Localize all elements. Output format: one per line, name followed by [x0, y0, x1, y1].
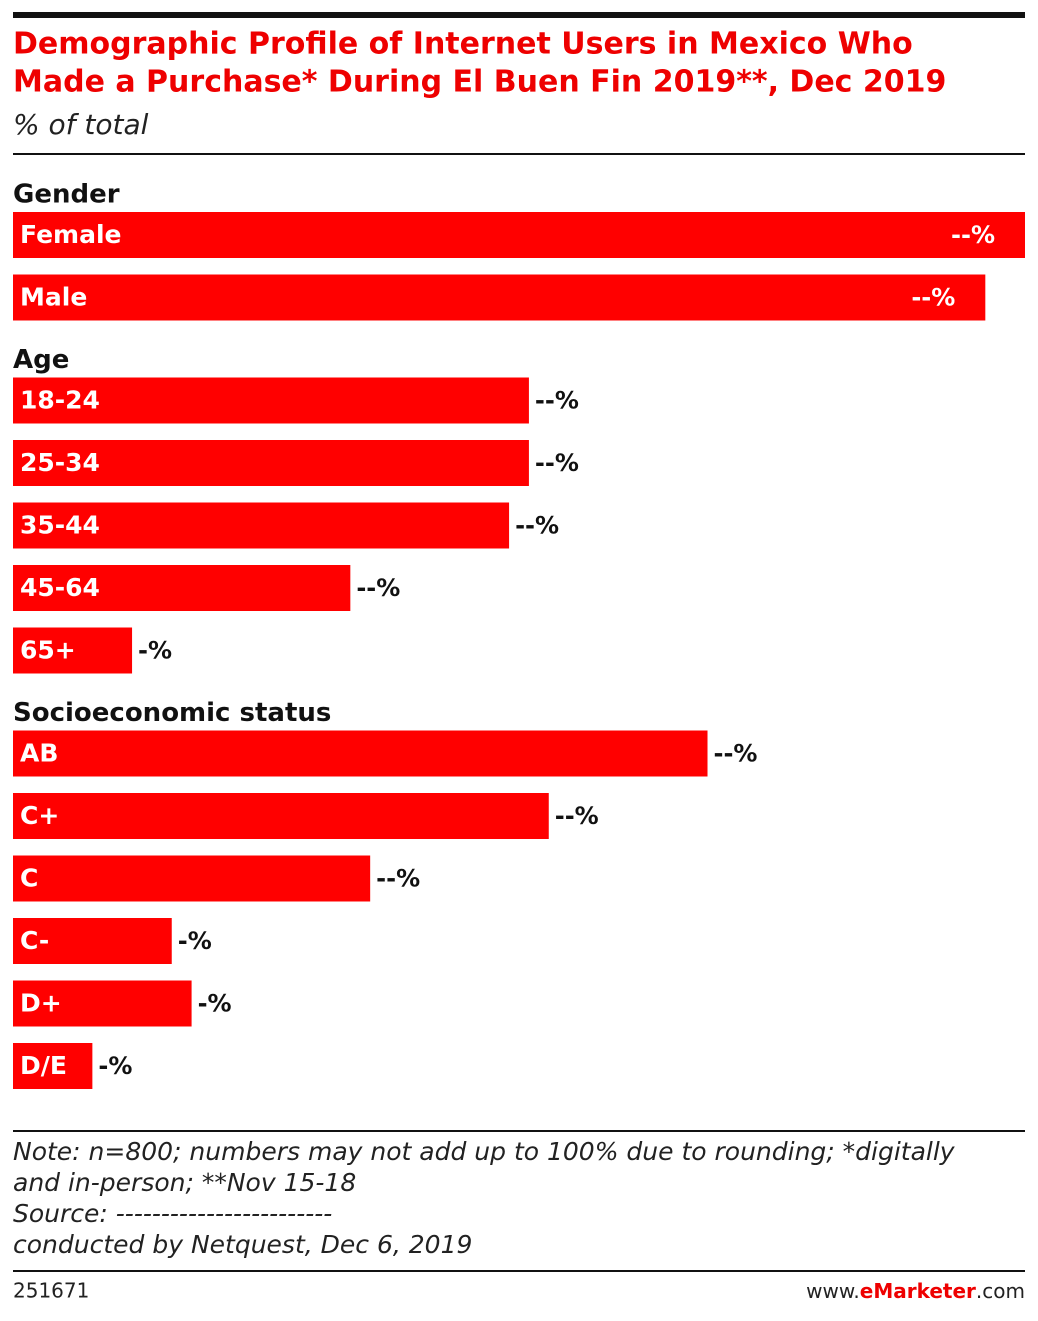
category-label: D/E [20, 1051, 67, 1080]
value-label: --% [714, 740, 758, 768]
value-label: --% [515, 512, 559, 540]
category-label: 35-44 [20, 511, 100, 540]
group-heading: Gender [13, 180, 120, 210]
category-label: 65+ [20, 636, 76, 665]
bar [13, 274, 986, 321]
category-label: Male [20, 283, 87, 312]
category-label: AB [20, 739, 58, 768]
group-heading: Socioeconomic status [13, 698, 331, 728]
brand: www.eMarketer.com [806, 1279, 1025, 1303]
category-label: D+ [20, 989, 62, 1018]
category-label: 25-34 [20, 448, 100, 477]
value-label: --% [555, 802, 599, 830]
category-label: C [20, 864, 38, 893]
chart-title: Made a Purchase* During El Buen Fin 2019… [13, 65, 946, 100]
note: Source: ------------------------ [13, 1199, 332, 1228]
bar [13, 502, 510, 549]
group-heading: Age [13, 345, 69, 375]
note: Note: n=800; numbers may not add up to 1… [13, 1137, 956, 1166]
chart-title: Demographic Profile of Internet Users in… [13, 27, 913, 62]
category-label: 45-64 [20, 573, 100, 602]
value-label: --% [376, 865, 420, 893]
bar [13, 855, 371, 902]
value-label: --% [356, 574, 400, 602]
note: and in-person; **Nov 15-18 [13, 1168, 356, 1197]
chart-subtitle: % of total [13, 108, 149, 141]
value-label: --% [535, 387, 579, 415]
category-label: Female [20, 220, 121, 249]
value-label: --% [535, 449, 579, 477]
value-label: -% [98, 1052, 132, 1080]
bar [13, 377, 529, 424]
value-label: --% [951, 221, 995, 249]
bar [13, 565, 351, 611]
bar [13, 440, 529, 486]
bar [13, 793, 549, 839]
brand-part: eMarketer [860, 1279, 976, 1303]
bar [13, 918, 172, 964]
bar [13, 627, 133, 674]
brand-part: www. [806, 1279, 860, 1303]
chart-id: 251671 [13, 1279, 89, 1303]
category-label: C+ [20, 801, 59, 830]
top-rule [13, 12, 1025, 18]
note: conducted by Netquest, Dec 6, 2019 [13, 1230, 472, 1259]
bar [13, 980, 192, 1027]
value-label: --% [911, 284, 955, 312]
value-label: -% [198, 990, 232, 1018]
bar [13, 212, 1025, 258]
value-label: -% [178, 927, 212, 955]
category-label: C- [20, 926, 49, 955]
category-label: 18-24 [20, 386, 100, 415]
bar [13, 730, 708, 777]
bar [13, 1043, 93, 1089]
brand-part: .com [976, 1279, 1025, 1303]
value-label: -% [138, 637, 172, 665]
